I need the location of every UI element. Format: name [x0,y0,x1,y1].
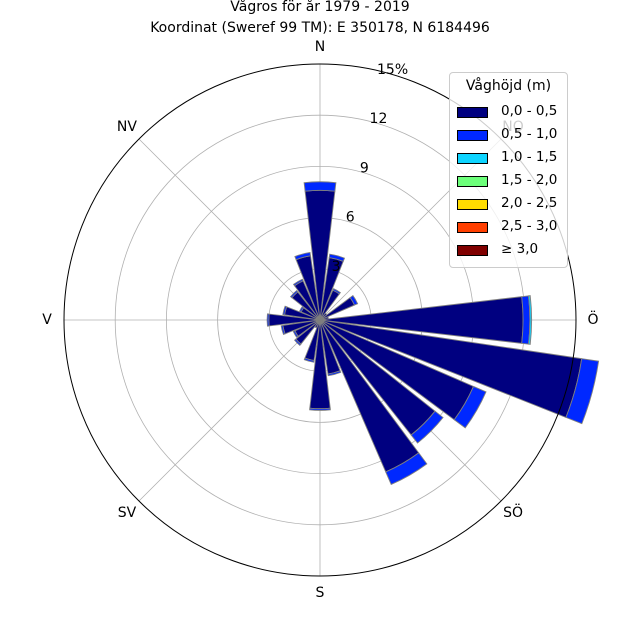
direction-label: N [315,39,325,55]
polar-frame [63,63,577,577]
direction-label: V [42,312,52,328]
legend-label: 1,5 - 2,0 [501,172,558,188]
legend-swatch [457,199,488,210]
legend-label: 2,0 - 2,5 [501,195,558,211]
wind-rose-bar [385,452,428,486]
wind-rose-bar [528,295,533,345]
legend-label: ≥ 3,0 [501,241,539,257]
direction-label: SÖ [503,503,523,521]
legend-swatch [457,245,488,256]
legend-swatch [457,130,488,141]
legend-title: Våghöjd (m) [465,78,552,94]
wind-rose-bar [521,295,531,345]
legend-label: 2,5 - 3,0 [501,218,558,234]
radial-tick-label: 15% [377,62,408,78]
wind-rose-bar [282,305,288,316]
legend-label: 1,0 - 1,5 [501,149,558,165]
wind-rose-bar [332,288,341,295]
wind-rose-bar [280,324,286,336]
direction-label: SV [118,505,137,521]
grid-spoke [138,138,321,321]
legend-label: 0,0 - 0,5 [501,103,558,119]
legend-swatch [457,153,488,164]
grid-spoke [138,319,321,502]
wind-rose-bar [303,181,337,192]
radial-tick-label: 12 [370,111,388,127]
wind-rose-bar [349,294,359,306]
wind-rose-bar [292,330,299,338]
wind-rose-bar [410,410,444,444]
radial-tick-label: 9 [360,160,369,176]
wind-rose-bar [289,289,299,299]
wind-rose-bar [327,370,342,377]
chart-title: Vågros för år 1979 - 2019 [230,0,410,15]
wind-rose-bar [453,385,487,429]
wind-rose-bar [294,251,312,261]
direction-label: NV [117,119,137,135]
wind-rose-bar [303,357,315,363]
wind-rose-bar [309,407,331,411]
wind-rose-bar [266,313,270,327]
legend-label: 0,5 - 1,0 [501,126,558,142]
radial-tick-label: 6 [346,210,355,226]
legend-swatch [457,107,488,118]
wind-rose-bar [328,253,346,262]
chart-subtitle: Koordinat (Sweref 99 TM): E 350178, N 61… [150,20,490,36]
legend-swatch [457,176,488,187]
legend: Våghöjd (m) 0,0 - 0,5 0,5 - 1,0 1,0 - 1,… [449,72,568,268]
legend-swatch [457,222,488,233]
wind-rose-bar [293,338,302,347]
wind-rose-bar [292,278,304,287]
direction-label: Ö [587,310,598,328]
direction-label: S [316,585,325,601]
wind-rose-bar [299,306,305,313]
radial-tick-label: 3 [332,259,341,275]
title-block: Vågros för år 1979 - 2019 Koordinat (Swe… [0,0,640,39]
wind-rose-bar [565,358,600,425]
